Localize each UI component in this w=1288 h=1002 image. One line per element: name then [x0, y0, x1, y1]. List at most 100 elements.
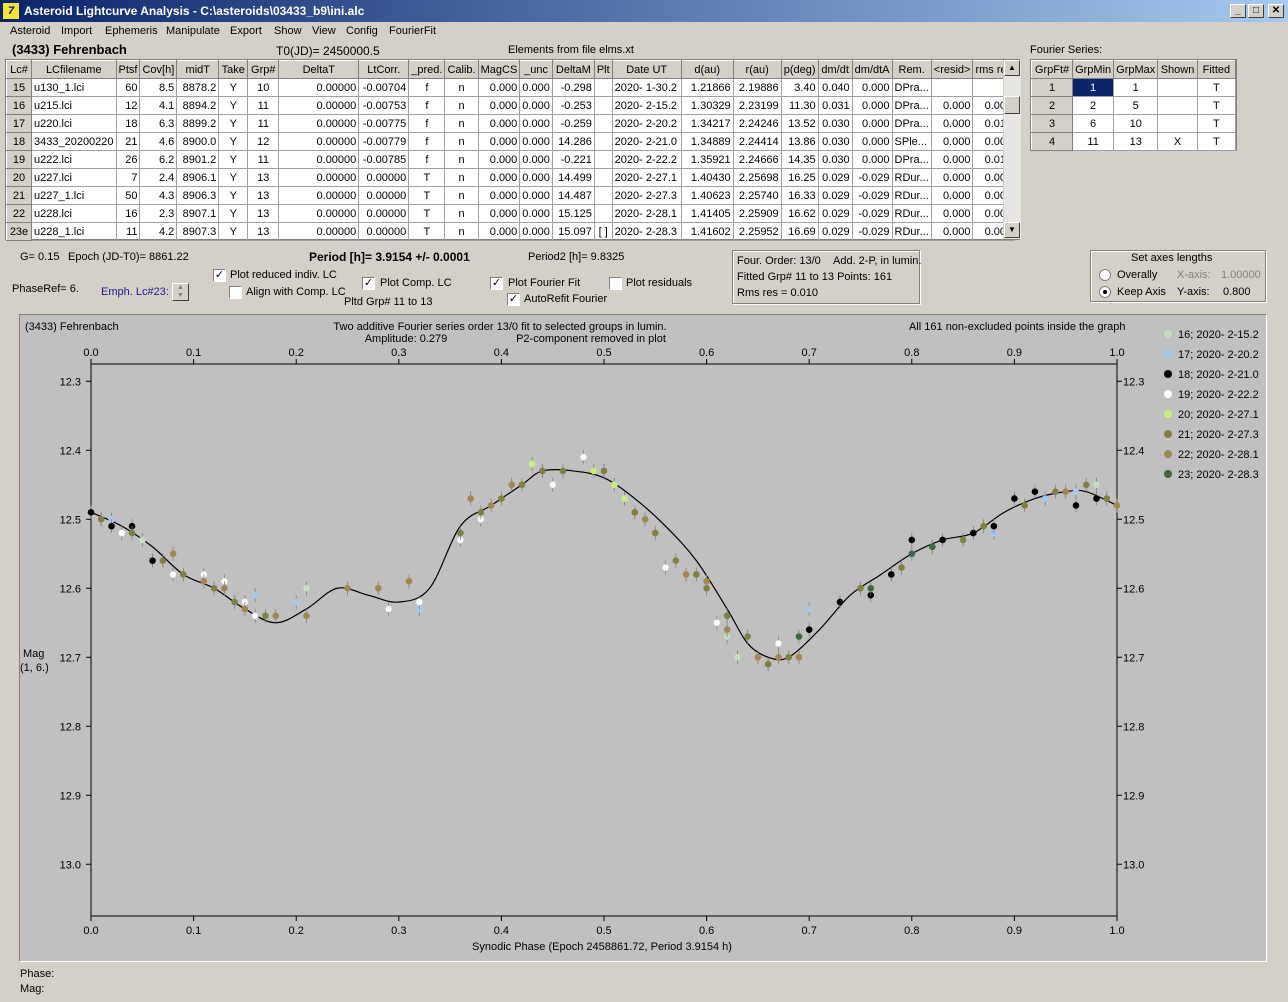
row-header[interactable]: 18 — [6, 132, 32, 151]
table-cell[interactable]: n — [444, 114, 479, 133]
lc-col-header[interactable]: <resid> — [930, 60, 974, 79]
table-cell[interactable]: f — [408, 96, 446, 115]
table-cell[interactable]: u215.lci — [31, 96, 117, 115]
table-cell[interactable]: 2.25952 — [733, 222, 782, 241]
minimize-button[interactable]: _ — [1230, 4, 1246, 18]
table-cell[interactable]: n — [444, 186, 479, 205]
lc-col-header[interactable]: _unc — [519, 60, 553, 79]
menu-config[interactable]: Config — [346, 25, 378, 37]
table-cell[interactable]: u227_1.lci — [31, 186, 117, 205]
fourier-col-header[interactable]: Fitted — [1196, 60, 1237, 79]
table-cell[interactable]: -0.029 — [852, 204, 893, 223]
table-cell[interactable]: RDur... — [892, 222, 932, 241]
table-cell[interactable]: f — [408, 78, 446, 97]
autorefit-checkbox[interactable]: ✓ — [507, 293, 520, 306]
table-cell[interactable]: -0.00704 — [358, 78, 410, 97]
table-cell[interactable]: 5 — [1113, 96, 1159, 115]
table-cell[interactable]: 1.30329 — [681, 96, 734, 115]
table-cell[interactable]: 2 — [1072, 96, 1115, 115]
table-cell[interactable]: 1 — [1072, 78, 1115, 97]
table-cell[interactable]: 13.86 — [781, 132, 819, 151]
table-cell[interactable]: 0.000 — [519, 168, 553, 187]
table-cell[interactable]: 16.25 — [781, 168, 819, 187]
table-cell[interactable]: 12 — [116, 96, 141, 115]
table-cell[interactable]: 2020- 2-27.3 — [612, 186, 682, 205]
table-cell[interactable]: n — [444, 222, 479, 241]
table-cell[interactable]: 3.40 — [781, 78, 819, 97]
fourier-col-header[interactable]: GrpMin — [1072, 60, 1115, 79]
table-row[interactable]: 18 3433_20200220 21 4.6 8900.0 Y 12 0.00000 -0.0… — [6, 132, 1016, 151]
table-cell[interactable]: 1.41602 — [681, 222, 734, 241]
row-header[interactable]: 20 — [6, 168, 32, 187]
table-cell[interactable]: 0.00000 — [278, 168, 360, 187]
align-comp-checkbox[interactable] — [229, 286, 242, 299]
table-cell[interactable]: 0.00000 — [278, 132, 360, 151]
table-cell[interactable]: -0.298 — [552, 78, 595, 97]
table-cell[interactable]: 0.000 — [852, 96, 893, 115]
table-cell[interactable]: 16.33 — [781, 186, 819, 205]
lc-col-header[interactable]: midT — [176, 60, 220, 79]
table-cell[interactable]: -0.253 — [552, 96, 595, 115]
table-cell[interactable] — [931, 78, 974, 97]
table-cell[interactable]: 0.029 — [818, 204, 853, 223]
table-cell[interactable]: 8.5 — [139, 78, 178, 97]
table-cell[interactable]: f — [408, 114, 446, 133]
plot-reduced-checkbox[interactable]: ✓ — [213, 269, 226, 282]
table-cell[interactable]: 8899.2 — [176, 114, 220, 133]
table-cell[interactable] — [594, 186, 613, 205]
scroll-up-arrow-icon[interactable]: ▲ — [1004, 60, 1020, 76]
row-header[interactable]: 19 — [6, 150, 32, 169]
table-cell[interactable]: 7 — [116, 168, 141, 187]
table-cell[interactable]: 1.35921 — [681, 150, 734, 169]
table-cell[interactable]: n — [444, 150, 479, 169]
table-cell[interactable]: -0.259 — [552, 114, 595, 133]
lc-col-header[interactable]: DeltaM — [551, 60, 595, 79]
table-cell[interactable]: 1.21866 — [681, 78, 734, 97]
table-scrollbar[interactable]: ▲ ▼ — [1003, 60, 1021, 239]
lc-col-header[interactable]: DeltaT — [278, 60, 360, 79]
table-cell[interactable]: 0.000 — [931, 168, 974, 187]
menu-export[interactable]: Export — [230, 25, 262, 37]
table-cell[interactable]: 8894.2 — [176, 96, 220, 115]
row-header[interactable]: 21 — [6, 186, 32, 205]
table-cell[interactable]: 4.1 — [139, 96, 178, 115]
table-cell[interactable]: 0.00000 — [278, 96, 360, 115]
table-cell[interactable]: u228.lci — [31, 204, 117, 223]
table-cell[interactable]: u222.lci — [31, 150, 117, 169]
table-row[interactable]: 19 u222.lci 26 6.2 8901.2 Y 11 0.00000 -0.00785 f… — [6, 150, 1016, 169]
table-cell[interactable]: 0.000 — [852, 78, 893, 97]
table-cell[interactable]: 0.00000 — [358, 186, 410, 205]
table-cell[interactable]: DPra... — [892, 96, 932, 115]
table-cell[interactable]: 13 — [247, 204, 280, 223]
table-cell[interactable]: 0.00000 — [278, 78, 360, 97]
table-cell[interactable]: 2020- 2-28.1 — [612, 204, 682, 223]
table-cell[interactable]: 0.000 — [478, 186, 521, 205]
menu-asteroid[interactable]: Asteroid — [10, 25, 51, 37]
table-cell[interactable]: 6.3 — [139, 114, 178, 133]
table-cell[interactable]: 14.499 — [552, 168, 595, 187]
table-cell[interactable]: 0.00000 — [278, 204, 360, 223]
emph-spinner[interactable]: ▲ ▼ — [172, 283, 189, 301]
table-cell[interactable]: 0.000 — [519, 204, 553, 223]
lc-col-header[interactable]: d(au) — [680, 60, 734, 79]
table-cell[interactable]: 2.25909 — [733, 204, 782, 223]
table-cell[interactable]: 11 — [247, 96, 280, 115]
lc-col-header[interactable]: dm/dtA — [851, 60, 893, 79]
lc-col-header[interactable]: Cov[h] — [139, 60, 178, 79]
table-cell[interactable]: 14.286 — [552, 132, 595, 151]
table-cell[interactable]: 13.52 — [781, 114, 819, 133]
table-cell[interactable]: 8907.3 — [176, 222, 220, 241]
table-cell[interactable]: T — [1197, 78, 1237, 97]
menu-ephemeris[interactable]: Ephemeris — [105, 25, 158, 37]
table-cell[interactable] — [594, 114, 613, 133]
fourier-col-header[interactable]: Shown — [1157, 60, 1198, 79]
table-cell[interactable]: -0.00785 — [358, 150, 410, 169]
lightcurve-table[interactable]: Lc# LCfilename Ptsf Cov[h] midT Take Grp# Delta… — [5, 59, 1021, 241]
table-cell[interactable]: 2020- 2-22.2 — [612, 150, 682, 169]
lc-col-header[interactable]: MagCS — [477, 60, 521, 79]
table-cell[interactable] — [594, 132, 613, 151]
table-cell[interactable]: DPra... — [892, 150, 932, 169]
table-cell[interactable]: 2020- 2-21.0 — [612, 132, 682, 151]
row-header[interactable]: 1 — [1030, 78, 1074, 97]
table-cell[interactable]: 0.00000 — [358, 222, 410, 241]
